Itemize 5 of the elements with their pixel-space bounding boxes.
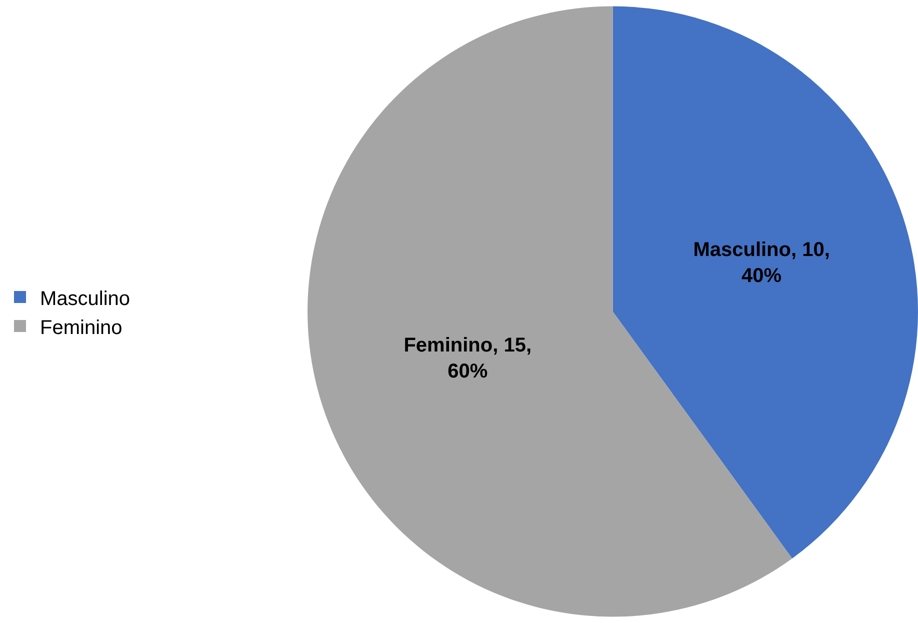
legend-label: Feminino bbox=[40, 316, 122, 339]
data-label: Feminino, 15, 60% bbox=[404, 334, 532, 383]
data-label: Masculino, 10, 40% bbox=[693, 239, 830, 288]
pie-slice bbox=[612, 6, 918, 558]
legend-label: Masculino bbox=[40, 288, 130, 310]
